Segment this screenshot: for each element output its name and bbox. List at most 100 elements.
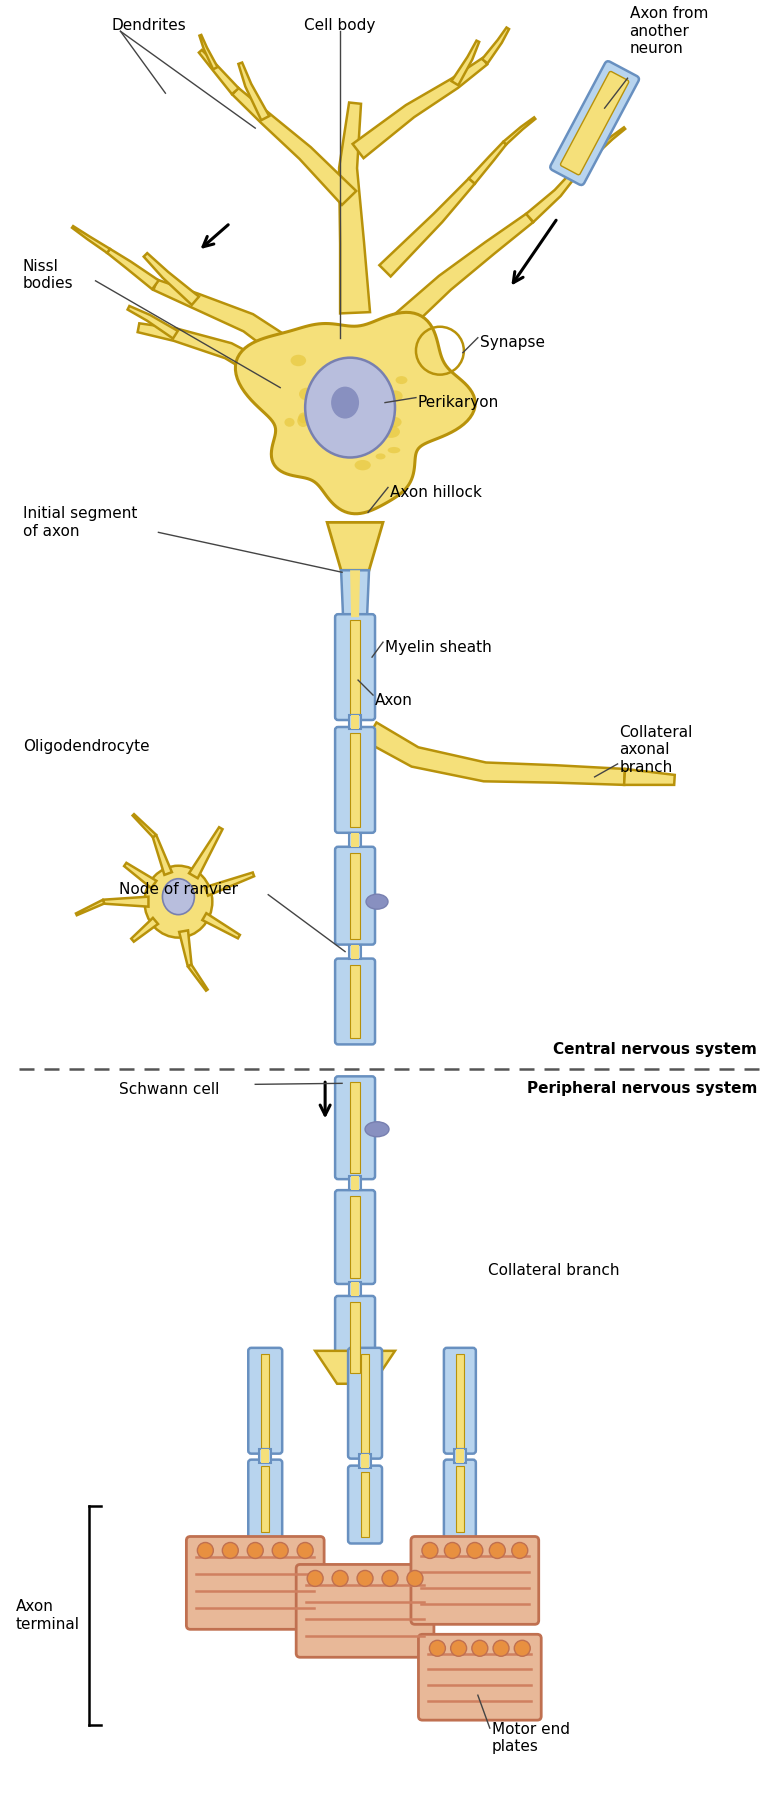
Polygon shape bbox=[199, 50, 239, 94]
Polygon shape bbox=[107, 248, 158, 290]
Text: Initial segment
of axon: Initial segment of axon bbox=[23, 506, 137, 538]
Circle shape bbox=[197, 1543, 213, 1559]
Polygon shape bbox=[350, 1082, 360, 1174]
Polygon shape bbox=[503, 117, 535, 144]
Polygon shape bbox=[76, 900, 105, 914]
Polygon shape bbox=[72, 227, 110, 254]
Circle shape bbox=[489, 1543, 505, 1559]
Polygon shape bbox=[351, 945, 359, 959]
Polygon shape bbox=[261, 1465, 269, 1532]
Polygon shape bbox=[124, 862, 157, 887]
Polygon shape bbox=[205, 873, 254, 896]
Circle shape bbox=[332, 1570, 348, 1586]
Polygon shape bbox=[452, 41, 479, 85]
Text: Dendrites: Dendrites bbox=[111, 18, 186, 32]
Text: Collateral
axonal
branch: Collateral axonal branch bbox=[619, 725, 693, 774]
Polygon shape bbox=[366, 722, 625, 785]
Ellipse shape bbox=[162, 878, 194, 914]
Polygon shape bbox=[361, 1454, 369, 1467]
Ellipse shape bbox=[331, 387, 359, 419]
FancyBboxPatch shape bbox=[411, 1537, 539, 1624]
Polygon shape bbox=[359, 1454, 371, 1467]
Polygon shape bbox=[350, 571, 360, 617]
Polygon shape bbox=[236, 313, 475, 513]
Circle shape bbox=[422, 1543, 438, 1559]
Circle shape bbox=[493, 1640, 509, 1656]
Ellipse shape bbox=[376, 454, 385, 459]
Polygon shape bbox=[232, 88, 356, 205]
Ellipse shape bbox=[355, 461, 370, 470]
Ellipse shape bbox=[339, 373, 354, 382]
Polygon shape bbox=[144, 254, 199, 304]
Ellipse shape bbox=[285, 418, 295, 427]
Circle shape bbox=[451, 1640, 466, 1656]
Polygon shape bbox=[104, 896, 148, 907]
Ellipse shape bbox=[367, 405, 381, 412]
FancyBboxPatch shape bbox=[550, 61, 639, 185]
Polygon shape bbox=[351, 1175, 359, 1190]
Polygon shape bbox=[349, 1282, 361, 1296]
FancyBboxPatch shape bbox=[248, 1460, 282, 1539]
Polygon shape bbox=[350, 733, 360, 826]
Circle shape bbox=[512, 1543, 528, 1559]
Circle shape bbox=[222, 1543, 238, 1559]
Polygon shape bbox=[361, 1354, 369, 1453]
Circle shape bbox=[407, 1570, 423, 1586]
Text: Myelin sheath: Myelin sheath bbox=[385, 639, 491, 655]
FancyBboxPatch shape bbox=[561, 72, 629, 175]
Text: Nissl
bodies: Nissl bodies bbox=[23, 259, 73, 292]
Ellipse shape bbox=[388, 391, 402, 401]
Ellipse shape bbox=[366, 895, 388, 909]
Ellipse shape bbox=[395, 376, 407, 383]
Polygon shape bbox=[383, 214, 533, 340]
Polygon shape bbox=[361, 1472, 369, 1537]
Circle shape bbox=[467, 1543, 483, 1559]
Polygon shape bbox=[594, 128, 626, 155]
FancyBboxPatch shape bbox=[335, 846, 375, 945]
FancyBboxPatch shape bbox=[335, 727, 375, 833]
Ellipse shape bbox=[144, 866, 212, 938]
Circle shape bbox=[272, 1543, 288, 1559]
Text: Schwann cell: Schwann cell bbox=[119, 1082, 219, 1096]
Polygon shape bbox=[327, 522, 383, 571]
Polygon shape bbox=[350, 621, 360, 715]
Text: Cell body: Cell body bbox=[304, 18, 376, 32]
Polygon shape bbox=[350, 965, 360, 1039]
FancyBboxPatch shape bbox=[335, 959, 375, 1044]
Polygon shape bbox=[482, 27, 509, 63]
FancyBboxPatch shape bbox=[335, 1190, 375, 1283]
Polygon shape bbox=[456, 1449, 464, 1463]
Text: Axon from
another
neuron: Axon from another neuron bbox=[629, 7, 708, 56]
Polygon shape bbox=[189, 828, 222, 878]
Polygon shape bbox=[259, 1449, 271, 1463]
Polygon shape bbox=[133, 814, 156, 837]
FancyBboxPatch shape bbox=[348, 1465, 382, 1543]
Circle shape bbox=[297, 1543, 313, 1559]
FancyBboxPatch shape bbox=[335, 1076, 375, 1179]
Polygon shape bbox=[526, 171, 577, 221]
Circle shape bbox=[382, 1570, 398, 1586]
Polygon shape bbox=[350, 1197, 360, 1278]
Polygon shape bbox=[349, 945, 361, 959]
Ellipse shape bbox=[345, 403, 354, 410]
Ellipse shape bbox=[291, 355, 306, 365]
FancyBboxPatch shape bbox=[444, 1348, 476, 1454]
FancyBboxPatch shape bbox=[296, 1564, 434, 1658]
Polygon shape bbox=[624, 769, 675, 785]
Polygon shape bbox=[128, 306, 178, 338]
Polygon shape bbox=[350, 853, 360, 938]
Circle shape bbox=[247, 1543, 263, 1559]
Text: Perikaryon: Perikaryon bbox=[418, 394, 499, 410]
Polygon shape bbox=[239, 63, 269, 121]
Polygon shape bbox=[350, 1301, 360, 1373]
Polygon shape bbox=[341, 571, 369, 617]
Circle shape bbox=[357, 1570, 373, 1586]
Ellipse shape bbox=[298, 412, 308, 423]
FancyBboxPatch shape bbox=[335, 1296, 375, 1379]
Polygon shape bbox=[315, 1350, 395, 1384]
Polygon shape bbox=[188, 965, 207, 990]
Polygon shape bbox=[349, 715, 361, 729]
Ellipse shape bbox=[388, 446, 400, 454]
FancyBboxPatch shape bbox=[418, 1634, 541, 1721]
Polygon shape bbox=[349, 833, 361, 846]
